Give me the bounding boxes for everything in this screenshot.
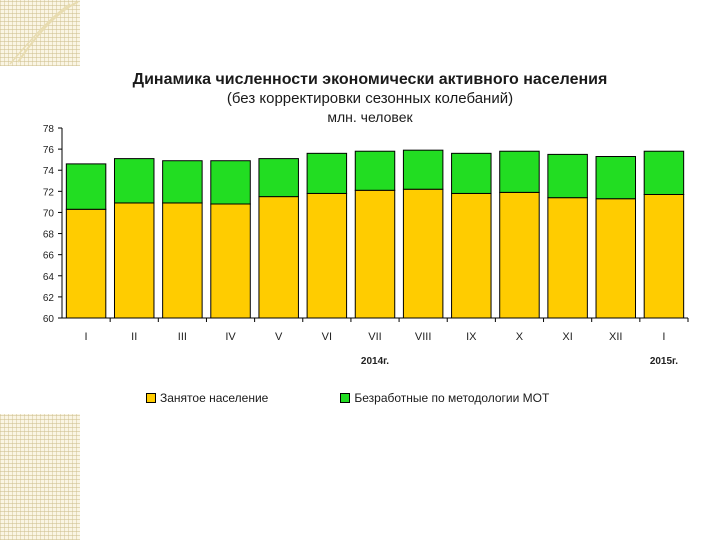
y-tick-label: 74 bbox=[43, 166, 55, 177]
bar-employed bbox=[643, 194, 685, 319]
y-tick-label: 64 bbox=[43, 272, 55, 283]
bar-employed bbox=[113, 202, 155, 319]
bar-employed bbox=[402, 188, 444, 319]
bar-unemployed bbox=[499, 150, 540, 193]
bar-unemployed bbox=[65, 163, 107, 210]
x-tick-label: V bbox=[275, 331, 283, 343]
chart-legend: Занятое население Безработные по методол… bbox=[146, 391, 621, 405]
bar-unemployed bbox=[354, 150, 396, 191]
x-tick-label: IX bbox=[466, 331, 477, 343]
bar-employed bbox=[258, 196, 299, 319]
x-tick-label: IV bbox=[225, 331, 236, 343]
year-label: 2015г. bbox=[650, 356, 678, 367]
legend-item-unemployed: Безработные по методологии МОТ bbox=[340, 391, 549, 405]
leaf-ornament-icon bbox=[9, 1, 79, 65]
chart-title: Динамика численности экономически активн… bbox=[132, 71, 608, 88]
x-tick-label: I bbox=[85, 331, 88, 343]
x-tick-label: VIII bbox=[415, 331, 432, 343]
bar-unemployed bbox=[643, 150, 685, 196]
bar-unemployed bbox=[547, 153, 588, 199]
year-label: 2014г. bbox=[361, 356, 389, 367]
y-tick-label: 76 bbox=[43, 145, 55, 156]
bar-employed bbox=[451, 192, 492, 319]
x-tick-label: VI bbox=[322, 331, 332, 343]
x-tick-label: XI bbox=[562, 331, 572, 343]
bar-unemployed bbox=[162, 160, 203, 204]
chart-subtitle: (без корректировки сезонных колебаний) bbox=[226, 90, 514, 107]
legend-swatch-employed bbox=[146, 393, 156, 403]
x-tick-label: XII bbox=[609, 331, 622, 343]
y-tick-label: 72 bbox=[43, 187, 55, 198]
bar-employed bbox=[210, 203, 251, 319]
legend-item-employed: Занятое население bbox=[146, 391, 268, 405]
chart-units: млн. человек bbox=[327, 109, 413, 125]
bar-employed bbox=[162, 202, 203, 319]
x-tick-label: VII bbox=[368, 331, 381, 343]
y-tick-label: 68 bbox=[43, 230, 55, 241]
bar-unemployed bbox=[258, 158, 299, 198]
y-tick-label: 70 bbox=[43, 208, 55, 219]
bar-unemployed bbox=[210, 160, 251, 205]
y-tick-label: 60 bbox=[43, 314, 55, 325]
y-tick-label: 62 bbox=[43, 293, 55, 304]
bar-employed bbox=[595, 198, 637, 319]
bar-unemployed bbox=[306, 152, 348, 194]
bar-unemployed bbox=[402, 149, 444, 190]
corner-decoration-top bbox=[0, 0, 80, 66]
legend-swatch-unemployed bbox=[340, 393, 351, 403]
bar-unemployed bbox=[595, 156, 637, 200]
x-tick-label: X bbox=[516, 331, 524, 343]
bar-employed bbox=[354, 189, 396, 319]
x-tick-label: I bbox=[662, 331, 665, 343]
chart-titles: Динамика численности экономически активн… bbox=[0, 70, 720, 126]
corner-decoration-bottom bbox=[0, 414, 80, 540]
bar-employed bbox=[306, 192, 348, 319]
y-tick-label: 78 bbox=[43, 124, 55, 135]
bar-employed bbox=[65, 208, 107, 319]
x-tick-label: III bbox=[178, 331, 187, 343]
legend-label-unemployed: Безработные по методологии МОТ bbox=[354, 391, 550, 405]
legend-label-employed: Занятое население bbox=[160, 391, 269, 405]
bar-employed bbox=[499, 191, 540, 319]
bar-employed bbox=[547, 197, 588, 319]
bar-unemployed bbox=[451, 152, 492, 194]
y-tick-label: 66 bbox=[43, 251, 55, 262]
bar-unemployed bbox=[113, 158, 155, 204]
x-tick-label: II bbox=[131, 331, 137, 343]
